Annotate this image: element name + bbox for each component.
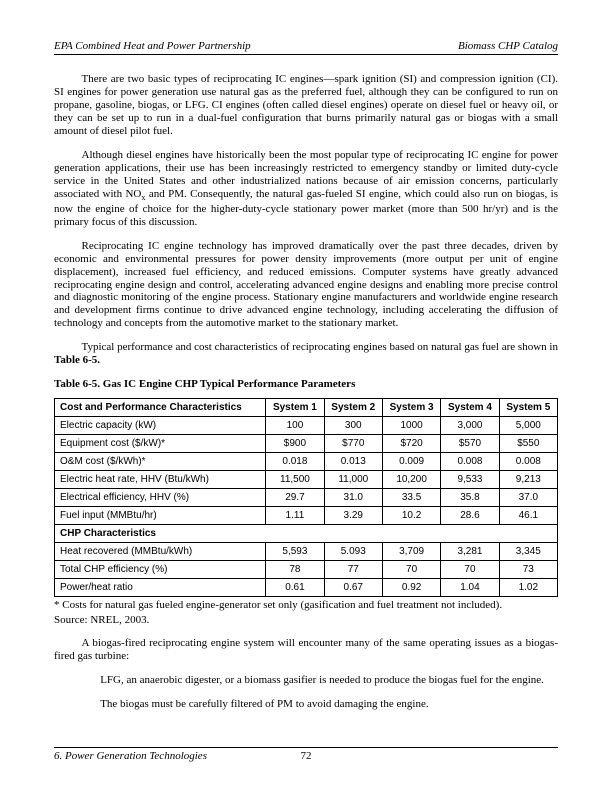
cell-value: 3,000 <box>441 417 499 435</box>
cell-value: 0.018 <box>266 453 324 471</box>
cell-value: 73 <box>499 561 557 579</box>
cell-value: 3,345 <box>499 543 557 561</box>
paragraph-4: Typical performance and cost characteris… <box>54 341 558 367</box>
table-row: Electrical efficiency, HHV (%)29.731.033… <box>55 489 558 507</box>
cell-value: 100 <box>266 417 324 435</box>
table-row: Electric capacity (kW)10030010003,0005,0… <box>55 417 558 435</box>
col-header: Cost and Performance Characteristics <box>55 399 266 417</box>
post-table-text: A biogas-fired reciprocating engine syst… <box>54 637 558 711</box>
cell-value: 1.02 <box>499 579 557 597</box>
page-number: 72 <box>301 750 312 762</box>
table-title: Table 6-5. Gas IC Engine CHP Typical Per… <box>54 378 558 390</box>
table-source: Source: NREL, 2003. <box>54 614 558 627</box>
cell-value: 3,281 <box>441 543 499 561</box>
row-label: Fuel input (MMBtu/hr) <box>55 507 266 525</box>
cell-value: $550 <box>499 435 557 453</box>
cell-value: 1.11 <box>266 507 324 525</box>
cell-value: $570 <box>441 435 499 453</box>
col-header: System 1 <box>266 399 324 417</box>
cell-value: 0.61 <box>266 579 324 597</box>
page-footer: 6. Power Generation Technologies 72 <box>54 747 558 762</box>
table-row: Equipment cost ($/kW)*$900$770$720$570$5… <box>55 435 558 453</box>
paragraph-5: A biogas-fired reciprocating engine syst… <box>54 637 558 663</box>
table-footnote: * Costs for natural gas fueled engine-ge… <box>54 599 558 612</box>
cell-value: 1.04 <box>441 579 499 597</box>
cell-value: 35.8 <box>441 489 499 507</box>
cell-value: 1000 <box>382 417 440 435</box>
cell-value: 29.7 <box>266 489 324 507</box>
bullet-2: The biogas must be carefully filtered of… <box>100 698 558 711</box>
table-header-row: Cost and Performance Characteristics Sys… <box>55 399 558 417</box>
cell-value: 78 <box>266 561 324 579</box>
cell-value: 70 <box>441 561 499 579</box>
cell-value: 300 <box>324 417 382 435</box>
row-label: Electrical efficiency, HHV (%) <box>55 489 266 507</box>
cell-value: 3.29 <box>324 507 382 525</box>
cell-value: 5.093 <box>324 543 382 561</box>
col-header: System 3 <box>382 399 440 417</box>
cell-value: 70 <box>382 561 440 579</box>
cell-value: 3,709 <box>382 543 440 561</box>
bullet-1: LFG, an anaerobic digester, or a biomass… <box>113 674 558 687</box>
table-row: Electric heat rate, HHV (Btu/kWh)11,5001… <box>55 471 558 489</box>
page-header: EPA Combined Heat and Power Partnership … <box>54 40 558 55</box>
section-row: CHP Characteristics <box>55 525 558 543</box>
paragraph-1: There are two basic types of reciprocati… <box>54 73 558 138</box>
header-left: EPA Combined Heat and Power Partnership <box>54 40 251 52</box>
cell-value: 0.008 <box>499 453 557 471</box>
col-header: System 5 <box>499 399 557 417</box>
row-label: Electric heat rate, HHV (Btu/kWh) <box>55 471 266 489</box>
cell-value: 77 <box>324 561 382 579</box>
table-row: O&M cost ($/kWh)*0.0180.0130.0090.0080.0… <box>55 453 558 471</box>
cell-value: 9,533 <box>441 471 499 489</box>
row-label: Power/heat ratio <box>55 579 266 597</box>
paragraph-2: Although diesel engines have historicall… <box>54 149 558 229</box>
cell-value: 31.0 <box>324 489 382 507</box>
cell-value: 0.67 <box>324 579 382 597</box>
cell-value: 0.009 <box>382 453 440 471</box>
cell-value: 0.013 <box>324 453 382 471</box>
row-label: Electric capacity (kW) <box>55 417 266 435</box>
col-header: System 2 <box>324 399 382 417</box>
cell-value: 0.92 <box>382 579 440 597</box>
cell-value: 28.6 <box>441 507 499 525</box>
cell-value: 0.008 <box>441 453 499 471</box>
section-label: CHP Characteristics <box>55 525 558 543</box>
cell-value: $770 <box>324 435 382 453</box>
table-row: Heat recovered (MMBtu/kWh)5,5935.0933,70… <box>55 543 558 561</box>
table-row: Power/heat ratio0.610.670.921.041.02 <box>55 579 558 597</box>
footer-left: 6. Power Generation Technologies <box>54 750 207 762</box>
row-label: Total CHP efficiency (%) <box>55 561 266 579</box>
cell-value: 10,200 <box>382 471 440 489</box>
cell-value: 33.5 <box>382 489 440 507</box>
row-label: Equipment cost ($/kW)* <box>55 435 266 453</box>
cell-value: 46.1 <box>499 507 557 525</box>
cell-value: 10.2 <box>382 507 440 525</box>
body-text: There are two basic types of reciprocati… <box>54 73 558 367</box>
table-row: Total CHP efficiency (%)7877707073 <box>55 561 558 579</box>
row-label: O&M cost ($/kWh)* <box>55 453 266 471</box>
header-right: Biomass CHP Catalog <box>458 40 558 52</box>
cell-value: 5,000 <box>499 417 557 435</box>
row-label: Heat recovered (MMBtu/kWh) <box>55 543 266 561</box>
col-header: System 4 <box>441 399 499 417</box>
cell-value: 9,213 <box>499 471 557 489</box>
cell-value: 37.0 <box>499 489 557 507</box>
table-row: Fuel input (MMBtu/hr)1.113.2910.228.646.… <box>55 507 558 525</box>
paragraph-3: Reciprocating IC engine technology has i… <box>54 240 558 331</box>
cell-value: 11,000 <box>324 471 382 489</box>
cell-value: 5,593 <box>266 543 324 561</box>
cell-value: $900 <box>266 435 324 453</box>
performance-table: Cost and Performance Characteristics Sys… <box>54 398 558 597</box>
cell-value: $720 <box>382 435 440 453</box>
cell-value: 11,500 <box>266 471 324 489</box>
